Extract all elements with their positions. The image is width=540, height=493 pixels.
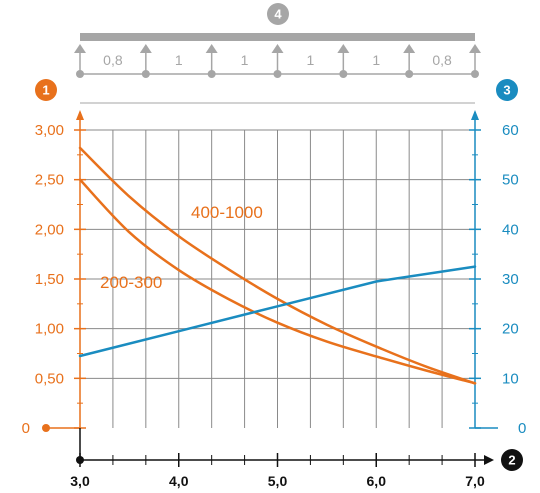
- x-tick-label: 6,0: [367, 473, 387, 489]
- y-right-tick-label: 40: [502, 221, 519, 238]
- y-right-tick-label: 30: [502, 271, 519, 288]
- labels: 0 0,50 1,00 1,50 2,00 2,50 3,00 0 10 20 30 40 50 60 3,…: [22, 3, 526, 489]
- badge-x: [501, 449, 523, 471]
- y-left-tick-label: 2,50: [35, 172, 64, 189]
- badge-y-left: [35, 79, 57, 101]
- support-node: [76, 70, 84, 78]
- span-label: 1: [372, 52, 380, 68]
- y-left-axis-arrow: [76, 110, 84, 120]
- span-beam: [80, 33, 475, 41]
- y-left-tick-label: 1,00: [35, 321, 64, 338]
- x-axis-arrow: [484, 455, 494, 465]
- span-diagram: [74, 33, 481, 104]
- y-right-tick-label: 0: [518, 420, 526, 437]
- support-node: [273, 70, 282, 78]
- support-triangle: [271, 44, 284, 53]
- y-left-tick-label: 1,50: [35, 271, 64, 288]
- series-lines: [78, 146, 477, 385]
- support-triangle: [74, 44, 86, 53]
- series-line-200-300: [78, 178, 477, 385]
- x-tick-label: 5,0: [268, 473, 288, 489]
- y-left-tick-label: 2,00: [35, 221, 64, 238]
- badge-x-number: 2: [508, 453, 515, 468]
- support-node: [471, 70, 479, 78]
- badge-y-right: [496, 79, 518, 101]
- badge-span-number: 4: [274, 7, 282, 22]
- span-label: 1: [307, 52, 315, 68]
- badge-span: [267, 3, 289, 25]
- support-node: [405, 70, 414, 78]
- support-triangle: [337, 44, 350, 53]
- series-label-400-1000: 400-1000: [191, 203, 263, 222]
- x-tick-label: 3,0: [70, 473, 90, 489]
- support-node: [141, 70, 150, 78]
- badge-y-right-number: 3: [503, 83, 510, 98]
- x-tick-label: 7,0: [465, 473, 485, 489]
- y-left-tick-label: 0: [22, 420, 30, 437]
- badge-y-left-number: 1: [42, 83, 49, 98]
- support-triangle: [139, 44, 152, 53]
- support-node: [339, 70, 348, 78]
- y-right-tick-label: 60: [502, 122, 519, 139]
- x-tick-label: 4,0: [169, 473, 189, 489]
- series-line-right-axis: [78, 265, 477, 358]
- span-label: 0,8: [432, 52, 452, 68]
- span-label: 0,8: [103, 52, 123, 68]
- axes: [42, 110, 498, 467]
- support-triangle: [469, 44, 481, 53]
- y-left-zero-dot: [42, 424, 50, 432]
- y-left-tick-label: 3,00: [35, 122, 64, 139]
- y-right-tick-label: 50: [502, 172, 519, 189]
- y-left-tick-label: 0,50: [35, 370, 64, 387]
- series-line-400-1000: [78, 146, 477, 385]
- y-right-tick-label: 10: [502, 370, 519, 387]
- series-label-200-300: 200-300: [100, 273, 162, 292]
- support-triangle: [205, 44, 218, 53]
- support-node: [207, 70, 216, 78]
- span-label: 1: [241, 52, 249, 68]
- y-right-axis-arrow: [471, 110, 479, 120]
- support-triangle: [403, 44, 416, 53]
- y-right-tick-label: 20: [502, 321, 519, 338]
- span-label: 1: [175, 52, 183, 68]
